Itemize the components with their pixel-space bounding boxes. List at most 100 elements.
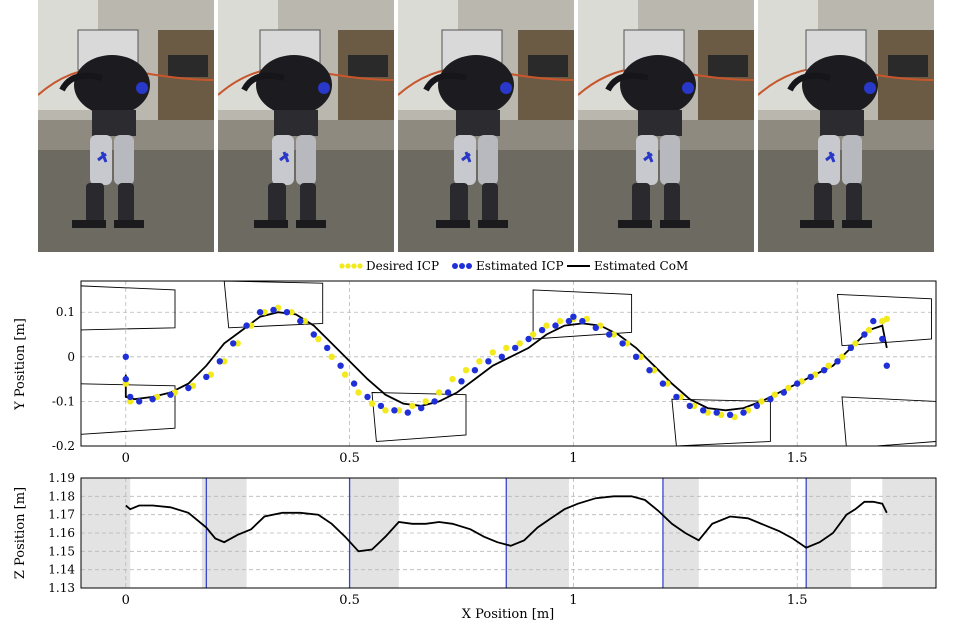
- y-plot-series: [122, 304, 890, 421]
- desired-icp-point: [771, 391, 778, 398]
- z-plot-y-tick-label: 1.14: [48, 563, 75, 577]
- estimated-icp-point: [700, 407, 707, 414]
- estimated-icp-point: [364, 393, 371, 401]
- robot-photo-3: [398, 0, 574, 252]
- z-plot-y-tick-label: 1.19: [48, 471, 75, 485]
- z-plot-y-tick-label: 1.18: [48, 489, 75, 503]
- estimated-icp-point: [525, 335, 532, 343]
- desired-icp-point: [247, 322, 255, 329]
- desired-icp-point: [677, 393, 684, 401]
- y-plot-footprints: [81, 281, 936, 446]
- desired-icp-point: [650, 367, 658, 374]
- desired-icp-point: [422, 398, 429, 405]
- estimated-icp-point: [834, 358, 841, 365]
- footprint-outline: [532, 289, 633, 340]
- estimated-icp-point: [632, 353, 640, 360]
- z-plot-xlabel: X Position [m]: [462, 607, 554, 622]
- legend-estimated-com-label: Estimated CoM: [594, 259, 688, 273]
- estimated-icp-point: [659, 380, 667, 387]
- estimated-icp-point: [136, 398, 143, 405]
- desired-icp-point: [838, 353, 846, 360]
- estimated-icp-point: [870, 317, 877, 325]
- y-plot-y-tick-label: 0.1: [56, 305, 75, 319]
- y-plot-x-tick-label: 1: [569, 451, 577, 466]
- estimated-icp-point: [780, 389, 787, 396]
- estimated-icp-point: [122, 375, 129, 383]
- estimated-icp-point: [847, 344, 855, 352]
- legend-estimated-icp-label: Estimated ICP: [476, 259, 564, 273]
- robot-photo-frame-1: [38, 0, 214, 252]
- desired-icp-point: [516, 340, 523, 347]
- desired-icp-point: [435, 389, 443, 396]
- robot-photo-1: [38, 0, 214, 252]
- estimated-icp-point: [592, 324, 599, 331]
- footprint-outline: [671, 398, 771, 446]
- y-plot-x-tick-label: 1.5: [787, 451, 808, 466]
- legend-estimated-icp-marker: [452, 263, 472, 269]
- robot-figure: [59, 29, 150, 228]
- desired-icp-point: [341, 371, 349, 378]
- legend-desired-icp-marker: [339, 263, 363, 269]
- footprint-outline: [841, 396, 936, 446]
- estimated-icp-point: [646, 367, 653, 374]
- z-plot-y-tick-label: 1.17: [48, 508, 75, 522]
- desired-icp-point: [543, 322, 550, 329]
- z-plot-x-tick-label: 0: [122, 593, 130, 608]
- y-plot-y-tick-label: 0: [67, 350, 75, 364]
- robot-figure: [787, 29, 878, 228]
- desired-icp-point: [758, 398, 765, 405]
- estimated-icp-point: [498, 353, 505, 360]
- desired-icp-point: [355, 389, 362, 396]
- desired-icp-point: [825, 362, 832, 369]
- desired-icp-point: [315, 335, 322, 343]
- z-plot-grid: [81, 478, 936, 588]
- desired-icp-point: [127, 398, 134, 405]
- desired-icp-point: [301, 317, 308, 325]
- estimated-icp-point: [185, 384, 192, 392]
- estimated-icp-point: [767, 396, 774, 403]
- z-plot-x-tick-label: 1: [569, 593, 577, 608]
- estimated-icp-point: [579, 317, 586, 325]
- desired-icp-point: [623, 340, 631, 347]
- estimated-icp-point: [297, 317, 304, 325]
- footprint-outline: [81, 383, 176, 435]
- estimated-icp-point: [337, 362, 344, 369]
- y-plot-grid: [81, 281, 936, 446]
- z-plot-y-tick-label: 1.16: [48, 526, 75, 540]
- estimated-icp-point: [458, 378, 465, 385]
- footprint-outline: [837, 293, 932, 347]
- desired-icp-point: [395, 407, 402, 414]
- y-plot-y-tick-label: -0.2: [52, 439, 75, 453]
- desired-icp-point: [449, 375, 456, 383]
- desired-icp-point: [529, 331, 537, 338]
- estimated-icp-point: [552, 322, 559, 329]
- legend: Desired ICP Estimated ICP Estimated CoM: [339, 259, 688, 273]
- robot-figure: [241, 29, 332, 228]
- estimated-icp-point: [418, 404, 425, 412]
- desired-icp-point: [368, 400, 376, 407]
- desired-icp-point: [503, 344, 510, 352]
- desired-icp-point: [288, 309, 295, 316]
- robot-figure: [605, 29, 696, 228]
- estimated-icp-point: [753, 402, 761, 410]
- estimated-icp-point: [512, 344, 519, 352]
- desired-icp-point: [261, 309, 268, 316]
- robot-photo-scene: [38, 0, 214, 252]
- footprint-outline: [371, 392, 467, 442]
- desired-icp-point: [637, 353, 644, 360]
- robot-photo-scene: [758, 0, 934, 252]
- z-plot-x-tick-label: 0.5: [339, 593, 360, 608]
- y-plot-tick-labels: 0 0.5 1 1.5 0.1 0 -0.1 -0.2: [52, 305, 808, 466]
- z-plot-tick-labels: 0 0.5 1 1.5 1.19 1.18 1.17 1.16 1.15 1.14 1.13: [48, 471, 807, 608]
- estimated-icp-point: [606, 331, 613, 338]
- estimated-icp-point: [565, 317, 573, 325]
- estimated-icp-point: [431, 398, 438, 405]
- robot-photo-frame-5: [758, 0, 934, 252]
- desired-icp-point: [234, 340, 241, 347]
- estimated-icp-point: [883, 362, 890, 369]
- z-plot-y-tick-label: 1.15: [48, 544, 75, 558]
- estimated-icp-point: [879, 335, 886, 343]
- robot-photo-frame-2: [218, 0, 394, 252]
- estimated-icp-point: [127, 393, 134, 401]
- desired-icp-point: [865, 326, 873, 334]
